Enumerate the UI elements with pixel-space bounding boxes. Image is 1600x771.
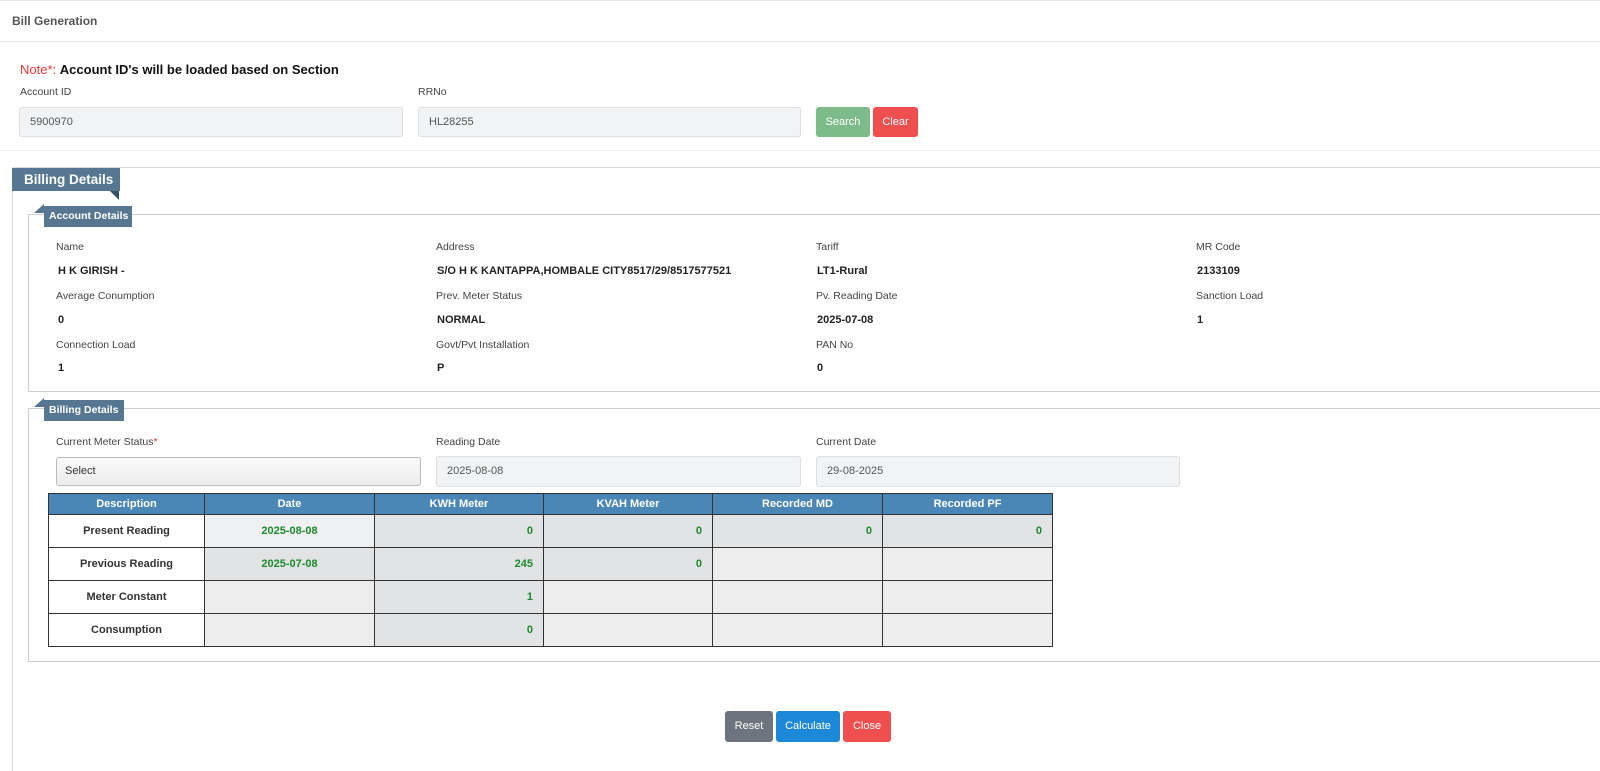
tariff-value: LT1-Rural [817,265,868,277]
readings-table: Description Date KWH Meter KVAH Meter Re… [48,493,1053,647]
average-consumption-value: 0 [58,314,65,326]
address-value: S/O H K KANTAPPA,HOMBALE CITY8517/29/851… [437,265,732,277]
reset-button[interactable]: Reset [725,711,773,742]
pv-reading-date-label: Pv. Reading Date [816,290,898,302]
calculate-button[interactable]: Calculate [776,711,840,742]
recorded-md-cell[interactable]: 0 [712,514,883,548]
pan-no-value: 0 [817,362,824,374]
column-header-description: Description [48,493,205,515]
clear-button[interactable]: Clear [873,107,918,137]
average-consumption-label: Average Conumption [56,290,155,302]
row-date: 2025-08-08 [204,514,375,548]
row-description: Previous Reading [48,547,205,581]
recorded-md-cell [712,613,883,647]
column-header-kwh: KWH Meter [374,493,544,515]
kwh-cell: 0 [374,613,544,647]
kvah-cell [543,580,713,614]
legend-fold [34,204,44,213]
billing-details-panel [12,167,1600,771]
account-id-input[interactable]: 5900970 [19,107,403,137]
kwh-cell: 1 [374,580,544,614]
account-details-legend: Account Details [44,206,132,227]
rrno-label: RRNo [418,86,447,98]
recorded-pf-cell [882,547,1053,581]
name-value: H K GIRISH - [58,265,125,277]
account-id-label: Account ID [20,86,72,98]
note-required-mark: * [47,62,53,77]
legend-fold [34,398,44,407]
sanction-load-label: Sanction Load [1196,290,1264,302]
note-colon: : [52,62,57,77]
reading-date-input[interactable]: 2025-08-08 [436,456,801,487]
pv-reading-date-value: 2025-07-08 [817,314,874,326]
pan-no-label: PAN No [816,339,854,351]
reading-date-label: Reading Date [436,436,501,448]
recorded-pf-cell [882,613,1053,647]
recorded-md-cell [712,547,883,581]
prev-meter-status-value: NORMAL [437,314,486,326]
billing-details-fieldset [28,408,1600,662]
prev-meter-status-label: Prev. Meter Status [436,290,523,302]
connection-load-label: Connection Load [56,339,136,351]
note-text: Account ID's will be loaded based on Sec… [59,62,339,77]
column-header-recorded-md: Recorded MD [712,493,883,515]
close-button[interactable]: Close [843,711,891,742]
page-header: Bill Generation [0,0,1600,42]
row-date: 2025-07-08 [204,547,375,581]
row-date [204,613,375,647]
page-title: Bill Generation [12,14,98,28]
search-button[interactable]: Search [816,107,870,137]
kwh-cell: 245 [374,547,544,581]
tab-fold [110,191,119,200]
mr-code-label: MR Code [1196,241,1241,253]
name-label: Name [56,241,85,253]
column-header-recorded-pf: Recorded PF [882,493,1053,515]
required-mark: * [153,436,158,448]
current-meter-status-label: Current Meter Status* [56,436,158,448]
kvah-cell: 0 [543,547,713,581]
recorded-pf-cell[interactable]: 0 [882,514,1053,548]
row-description: Present Reading [48,514,205,548]
current-meter-status-select[interactable]: Select [56,457,421,486]
divider [0,150,1600,151]
address-label: Address [436,241,475,253]
row-description: Consumption [48,613,205,647]
recorded-md-cell [712,580,883,614]
table-header-row: Description Date KWH Meter KVAH Meter Re… [48,493,1053,515]
column-header-kvah: KVAH Meter [543,493,713,515]
table-row: Meter Constant 1 [48,580,1053,614]
mr-code-value: 2133109 [1197,265,1240,277]
billing-details-header: Billing Details [12,168,120,191]
table-row: Present Reading 2025-08-08 0 0 0 0 [48,514,1053,548]
govt-pvt-installation-label: Govt/Pvt Installation [436,339,530,351]
column-header-date: Date [204,493,375,515]
kvah-cell [543,613,713,647]
table-row: Previous Reading 2025-07-08 245 0 [48,547,1053,581]
tariff-label: Tariff [816,241,839,253]
current-date-label: Current Date [816,436,877,448]
kvah-cell[interactable]: 0 [543,514,713,548]
recorded-pf-cell [882,580,1053,614]
row-date [204,580,375,614]
govt-pvt-installation-value: P [437,362,445,374]
connection-load-value: 1 [58,362,65,374]
rrno-input[interactable]: HL28255 [418,107,801,137]
sanction-load-value: 1 [1197,314,1204,326]
current-date-input: 29-08-2025 [816,456,1180,487]
billing-details-legend: Billing Details [44,400,124,421]
note-label: Note [20,62,48,77]
section-note: Note*: Account ID's will be loaded based… [20,62,339,77]
row-description: Meter Constant [48,580,205,614]
table-row: Consumption 0 [48,613,1053,647]
account-details-fieldset [28,214,1600,392]
kwh-cell[interactable]: 0 [374,514,544,548]
